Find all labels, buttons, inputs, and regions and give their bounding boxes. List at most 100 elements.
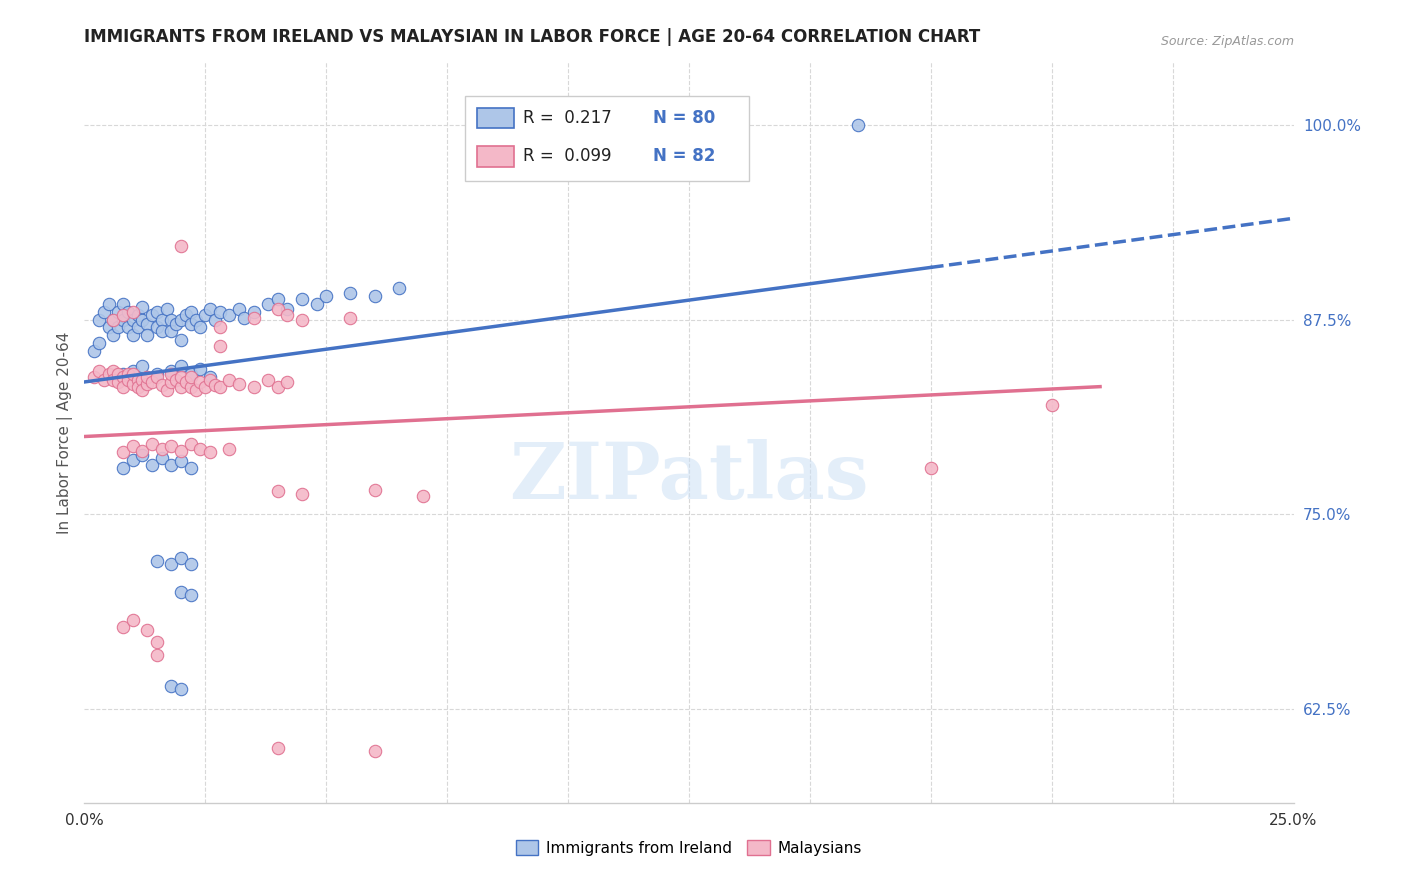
Point [121,376,143,391]
Point [127,373,149,387]
Point [87,336,110,351]
Point [194,308,217,322]
Point [127,320,149,334]
Point [97,297,120,311]
Point [136,328,159,343]
Point [121,453,143,467]
Text: IMMIGRANTS FROM IRELAND VS MALAYSIAN IN LABOR FORCE | AGE 20-64 CORRELATION CHAR: IMMIGRANTS FROM IRELAND VS MALAYSIAN IN … [84,28,980,45]
Point [112,460,135,475]
Point [228,376,250,391]
Point [131,359,153,374]
Point [103,364,125,378]
Point [103,328,125,343]
Point [160,312,183,326]
Point [117,320,139,334]
Point [1040,398,1063,412]
Text: ZIPatlas: ZIPatlas [509,439,869,515]
Point [170,333,193,347]
Point [87,364,110,378]
Point [160,679,183,693]
Point [412,489,434,503]
Point [267,293,290,307]
Point [180,379,202,393]
Point [180,437,202,451]
Point [339,311,361,326]
Point [83,370,105,384]
Point [121,439,143,453]
FancyBboxPatch shape [465,95,749,181]
Point [315,289,337,303]
Point [920,460,942,475]
Point [165,373,187,387]
Point [136,370,159,384]
Point [190,320,212,334]
Point [131,373,153,387]
Point [276,308,298,322]
Point [93,373,115,387]
Point [93,305,115,319]
Point [160,458,183,472]
Point [363,744,385,758]
Point [150,442,173,456]
Point [267,301,290,316]
Point [291,487,314,501]
Point [146,320,169,334]
Point [233,311,256,326]
Point [87,312,110,326]
Text: R =  0.217: R = 0.217 [523,109,612,127]
Point [141,437,163,451]
Point [846,118,869,132]
Point [107,320,129,334]
Point [112,367,135,381]
Point [170,379,193,393]
Point [170,239,193,253]
Point [141,375,163,389]
Point [363,289,385,303]
Y-axis label: In Labor Force | Age 20-64: In Labor Force | Age 20-64 [58,332,73,533]
Point [103,373,125,387]
Point [363,483,385,497]
Point [218,442,240,456]
FancyBboxPatch shape [478,108,513,128]
Point [170,443,193,458]
Point [218,308,240,322]
Point [208,339,231,353]
Point [218,373,240,387]
Text: N = 80: N = 80 [652,109,714,127]
Point [150,451,173,466]
Point [174,375,197,389]
Point [107,367,129,381]
Point [160,367,183,381]
Point [160,364,183,378]
Point [103,312,125,326]
Point [170,312,193,326]
Point [208,379,231,393]
Point [291,312,314,326]
Point [204,378,226,392]
Point [170,370,193,384]
Point [121,367,143,381]
Point [242,311,264,326]
Point [388,281,411,295]
Point [103,312,125,326]
Point [198,373,221,387]
Point [117,305,139,319]
Point [184,312,207,326]
Point [121,312,143,326]
Point [180,558,202,572]
Point [160,375,183,389]
Point [190,362,212,376]
Point [198,370,221,384]
Point [228,301,250,316]
Point [146,648,169,662]
Point [180,305,202,319]
Point [180,589,202,603]
Point [267,379,290,393]
Point [291,293,314,307]
Point [170,359,193,374]
Point [107,375,129,389]
Point [160,558,183,572]
Point [112,297,135,311]
Point [170,681,193,696]
Point [121,305,143,319]
